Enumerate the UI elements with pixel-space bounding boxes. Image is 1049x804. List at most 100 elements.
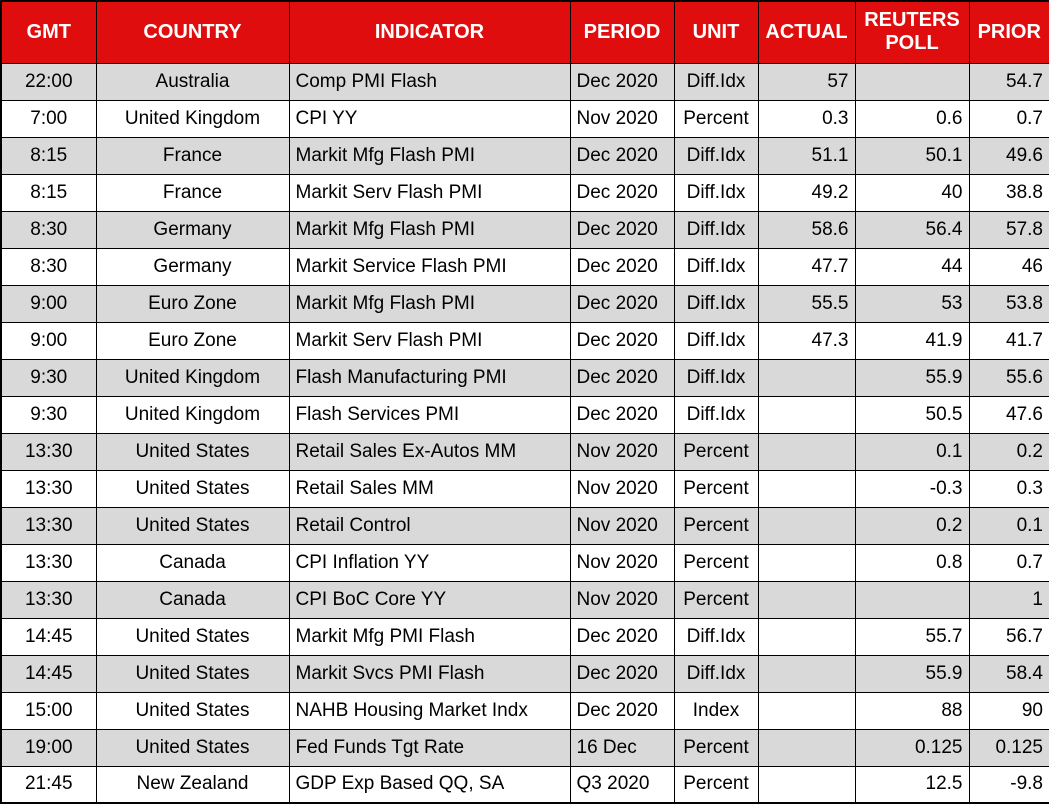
- cell-period: Dec 2020: [569, 691, 675, 730]
- cell-gmt: 13:30: [0, 506, 97, 545]
- cell-reuters_poll: 55.7: [854, 617, 970, 656]
- cell-prior: 0.2: [968, 432, 1049, 471]
- cell-unit: Diff.Idx: [673, 617, 759, 656]
- header-cell-gmt: GMT: [0, 0, 97, 64]
- cell-actual: 58.6: [757, 210, 856, 249]
- header-cell-unit: UNIT: [673, 0, 759, 64]
- cell-reuters_poll: 44: [854, 247, 970, 286]
- cell-country: United States: [95, 469, 290, 508]
- cell-period: Dec 2020: [569, 284, 675, 323]
- cell-period: Q3 2020: [569, 765, 675, 804]
- cell-country: New Zealand: [95, 765, 290, 804]
- cell-gmt: 9:30: [0, 395, 97, 434]
- cell-period: Dec 2020: [569, 321, 675, 360]
- cell-period: Dec 2020: [569, 654, 675, 693]
- cell-gmt: 19:00: [0, 728, 97, 767]
- table-row: 21:45 New Zealand GDP Exp Based QQ, SA Q3 2…: [0, 765, 1049, 804]
- table-row: 19:00 United States Fed Funds Tgt Rate 16 D…: [0, 728, 1049, 767]
- cell-prior: 0.1: [968, 506, 1049, 545]
- cell-indicator: Comp PMI Flash: [288, 62, 571, 101]
- cell-unit: Percent: [673, 728, 759, 767]
- table-row: 15:00 United States NAHB Housing Market In…: [0, 691, 1049, 730]
- cell-actual: 57: [757, 62, 856, 101]
- cell-actual: [757, 432, 856, 471]
- cell-period: Nov 2020: [569, 506, 675, 545]
- cell-prior: 38.8: [968, 173, 1049, 212]
- cell-unit: Diff.Idx: [673, 358, 759, 397]
- cell-period: Dec 2020: [569, 62, 675, 101]
- cell-country: Euro Zone: [95, 321, 290, 360]
- cell-actual: [757, 691, 856, 730]
- cell-country: United States: [95, 728, 290, 767]
- cell-period: 16 Dec: [569, 728, 675, 767]
- header-cell-prior: PRIOR: [968, 0, 1049, 64]
- cell-actual: [757, 765, 856, 804]
- cell-period: Nov 2020: [569, 469, 675, 508]
- cell-unit: Percent: [673, 506, 759, 545]
- cell-gmt: 14:45: [0, 654, 97, 693]
- cell-country: France: [95, 136, 290, 175]
- cell-country: United States: [95, 691, 290, 730]
- cell-indicator: Retail Sales Ex-Autos MM: [288, 432, 571, 471]
- cell-country: United States: [95, 432, 290, 471]
- cell-actual: 51.1: [757, 136, 856, 175]
- cell-reuters_poll: [854, 580, 970, 619]
- header-cell-actual: ACTUAL: [757, 0, 856, 64]
- cell-unit: Diff.Idx: [673, 173, 759, 212]
- cell-period: Nov 2020: [569, 543, 675, 582]
- cell-actual: 49.2: [757, 173, 856, 212]
- table-row: 13:30 United States Retail Sales Ex-Autos …: [0, 432, 1049, 471]
- cell-prior: 55.6: [968, 358, 1049, 397]
- cell-country: United Kingdom: [95, 99, 290, 138]
- table-row: 22:00 Australia Comp PMI Flash Dec 2020 Diff…: [0, 62, 1049, 101]
- cell-indicator: Flash Services PMI: [288, 395, 571, 434]
- table-row: 13:30 Canada CPI Inflation YY Nov 2020 Perce…: [0, 543, 1049, 582]
- cell-gmt: 21:45: [0, 765, 97, 804]
- cell-prior: 47.6: [968, 395, 1049, 434]
- table-row: 7:00 United Kingdom CPI YY Nov 2020 Percent 0…: [0, 99, 1049, 138]
- cell-gmt: 14:45: [0, 617, 97, 656]
- cell-reuters_poll: 50.1: [854, 136, 970, 175]
- cell-unit: Diff.Idx: [673, 210, 759, 249]
- cell-indicator: Markit Mfg Flash PMI: [288, 136, 571, 175]
- cell-reuters_poll: 12.5: [854, 765, 970, 804]
- cell-period: Nov 2020: [569, 580, 675, 619]
- cell-actual: [757, 654, 856, 693]
- cell-indicator: Fed Funds Tgt Rate: [288, 728, 571, 767]
- cell-prior: 90: [968, 691, 1049, 730]
- cell-indicator: Markit Mfg PMI Flash: [288, 617, 571, 656]
- table-row: 13:30 United States Retail Sales MM Nov 202…: [0, 469, 1049, 508]
- table-row: 13:30 Canada CPI BoC Core YY Nov 2020 Percen…: [0, 580, 1049, 619]
- cell-indicator: Retail Sales MM: [288, 469, 571, 508]
- cell-gmt: 22:00: [0, 62, 97, 101]
- cell-unit: Diff.Idx: [673, 321, 759, 360]
- table-body: 22:00 Australia Comp PMI Flash Dec 2020 Diff…: [0, 62, 1049, 804]
- cell-country: Euro Zone: [95, 284, 290, 323]
- cell-unit: Percent: [673, 469, 759, 508]
- cell-reuters_poll: 50.5: [854, 395, 970, 434]
- cell-unit: Percent: [673, 432, 759, 471]
- cell-unit: Percent: [673, 99, 759, 138]
- table-row: 8:15 France Markit Serv Flash PMI Dec 2020 D…: [0, 173, 1049, 212]
- cell-reuters_poll: 0.125: [854, 728, 970, 767]
- cell-reuters_poll: 88: [854, 691, 970, 730]
- header-cell-period: PERIOD: [569, 0, 675, 64]
- cell-unit: Diff.Idx: [673, 62, 759, 101]
- cell-actual: 0.3: [757, 99, 856, 138]
- cell-period: Dec 2020: [569, 173, 675, 212]
- cell-reuters_poll: 40: [854, 173, 970, 212]
- cell-country: Canada: [95, 543, 290, 582]
- cell-unit: Diff.Idx: [673, 247, 759, 286]
- cell-indicator: CPI YY: [288, 99, 571, 138]
- cell-country: United States: [95, 654, 290, 693]
- cell-country: Germany: [95, 210, 290, 249]
- cell-indicator: Markit Serv Flash PMI: [288, 173, 571, 212]
- cell-reuters_poll: -0.3: [854, 469, 970, 508]
- table-row: 8:15 France Markit Mfg Flash PMI Dec 2020 Di…: [0, 136, 1049, 175]
- cell-reuters_poll: 56.4: [854, 210, 970, 249]
- cell-gmt: 9:00: [0, 284, 97, 323]
- cell-country: Australia: [95, 62, 290, 101]
- header-cell-reuters_poll: REUTERS POLL: [854, 0, 970, 64]
- cell-gmt: 8:30: [0, 210, 97, 249]
- cell-indicator: Markit Mfg Flash PMI: [288, 210, 571, 249]
